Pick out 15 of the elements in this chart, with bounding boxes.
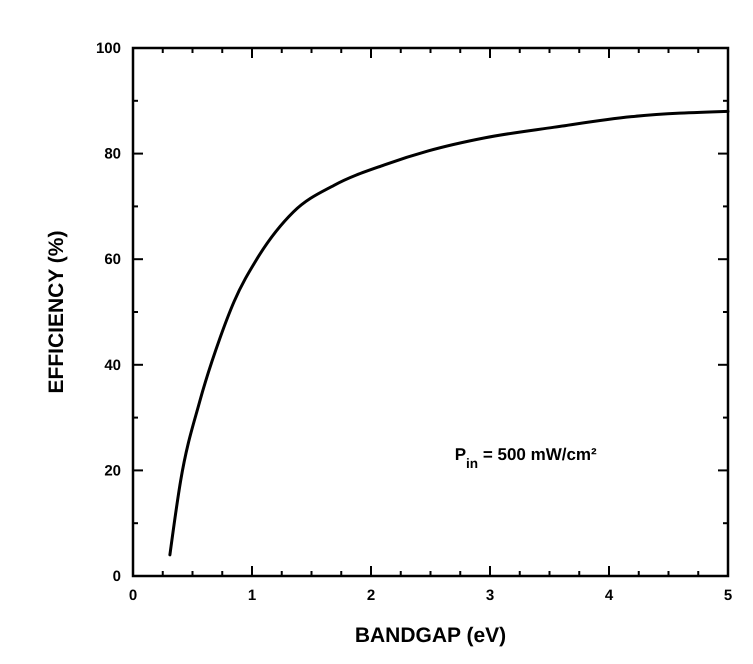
y-tick-label: 60 bbox=[104, 251, 121, 268]
y-tick-label: 80 bbox=[104, 146, 121, 163]
y-tick-label: 20 bbox=[104, 462, 121, 480]
x-axis-title: BANDGAP (eV) bbox=[354, 624, 506, 647]
x-tick-label: 3 bbox=[486, 587, 494, 604]
annotation: P$_{in}$ = 500 mW/cm² bbox=[454, 444, 598, 470]
x-tick-label: 4 bbox=[604, 587, 614, 604]
x-tick-label: 5 bbox=[724, 587, 732, 604]
x-tick-label: 2 bbox=[366, 587, 376, 604]
y-axis-title: EFFICIENCY (%) bbox=[45, 230, 68, 394]
x-tick-label: 0 bbox=[128, 587, 138, 604]
y-tick-label: 40 bbox=[104, 356, 121, 374]
y-tick-label: 0 bbox=[112, 568, 121, 585]
y-tick-label: 100 bbox=[96, 40, 121, 57]
x-tick-label: 1 bbox=[248, 587, 256, 604]
